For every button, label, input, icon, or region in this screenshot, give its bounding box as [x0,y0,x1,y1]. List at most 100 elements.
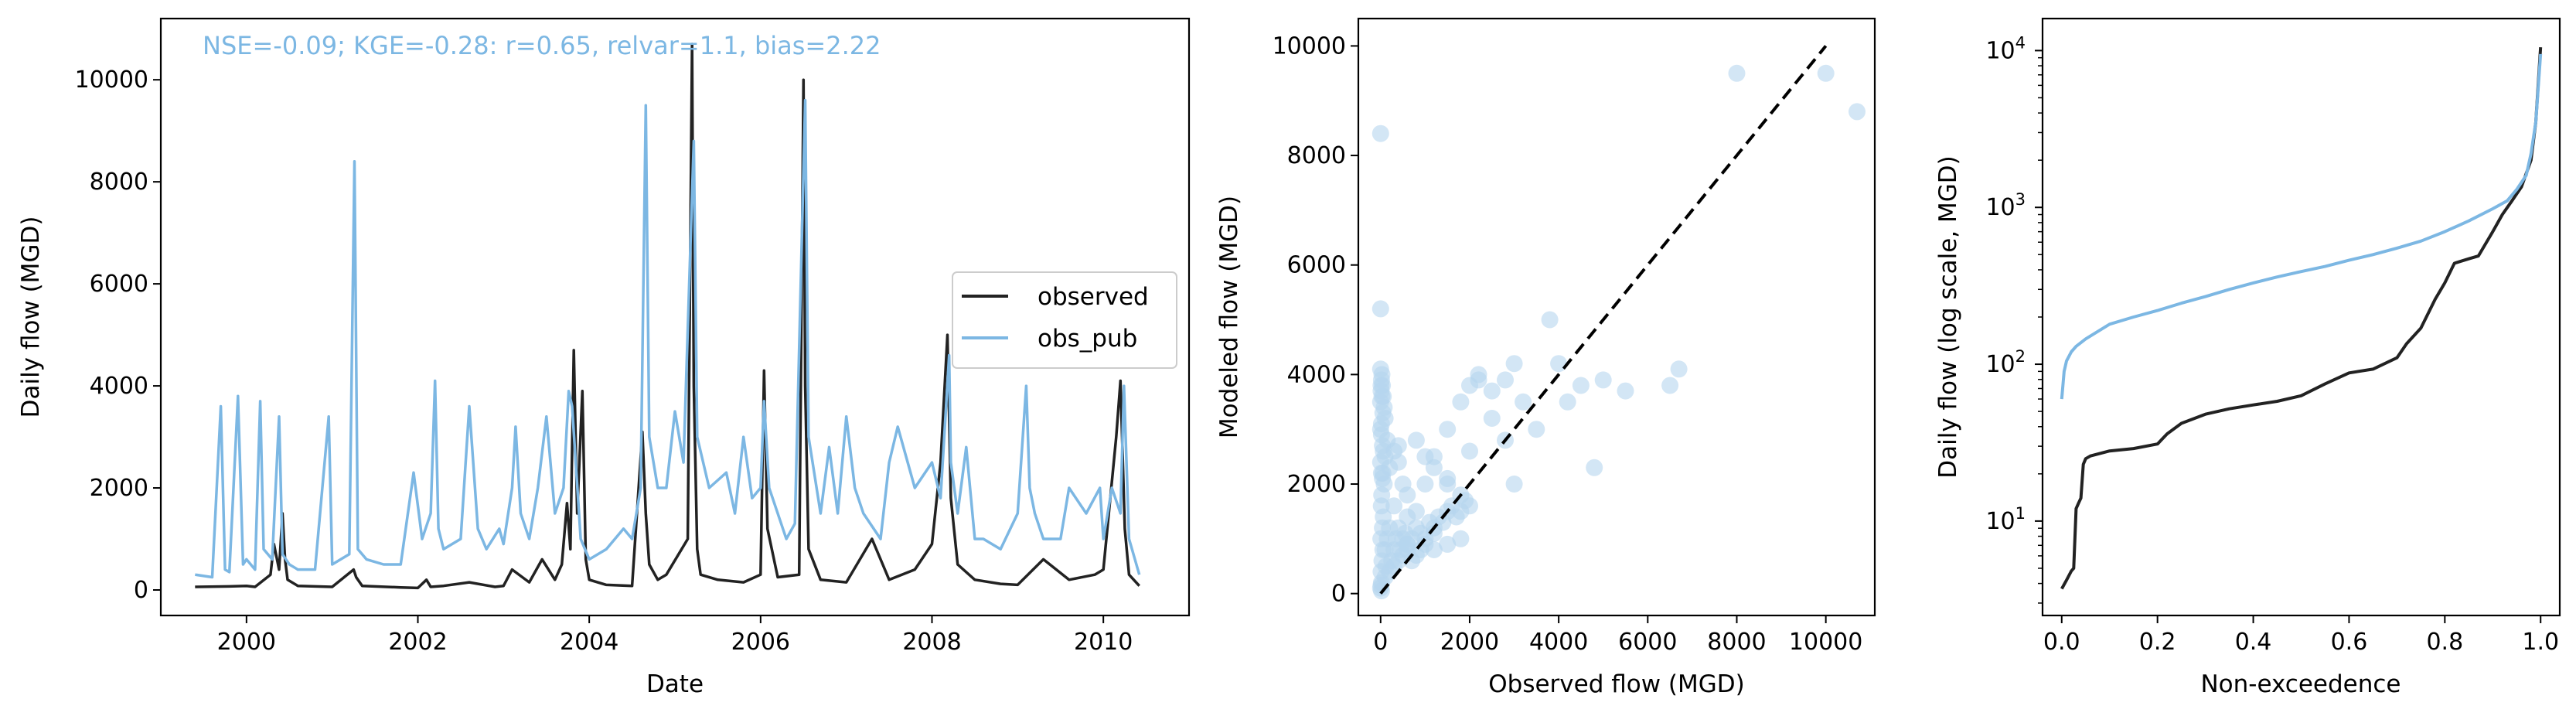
y-tick-label: 8000 [90,169,148,196]
scatter-point [1817,64,1835,82]
fdc-frame [2041,17,2561,617]
scatter-point [1849,103,1866,121]
scatter-point [1617,382,1634,400]
x-tick-label: 2008 [902,629,961,656]
scatter-point [1399,508,1416,526]
fdc-x-ticks: 0.0 0.2 0.4 0.6 0.8 1.0 [2043,615,2559,656]
timeseries-frame [159,17,1191,617]
scatter-point [1399,486,1416,504]
y-tick-label: 6000 [1287,252,1346,279]
timeseries-y-ticks: 0 2000 4000 6000 8000 10000 [75,66,161,604]
x-tick-label: 2000 [1440,629,1499,656]
one-to-one-line [1379,45,1828,595]
y-tick-label: 4000 [90,373,148,400]
y-tick-label: 10000 [1273,32,1346,60]
scatter-panel: 0 2000 4000 6000 8000 10000 0 2000 4000 6000 8000… [1215,17,1876,698]
timeseries-series [195,43,1141,590]
fdc-panel: 0.0 0.2 0.4 0.6 0.8 1.0 101 102 103 104 Non-exce… [1934,17,2561,698]
fdc-line-observed [2060,46,2543,590]
scatter-point [1439,535,1457,553]
x-tick-label: 2002 [388,629,447,656]
fdc-background [2043,19,2560,615]
scatter-point [1371,300,1389,318]
scatter-point [1483,382,1501,400]
scatter-point [1559,393,1576,411]
y-tick-label: 4000 [1287,361,1346,388]
timeseries-panel: 2000 2002 2004 2006 2008 2010 0 2000 4000 6000 80… [17,17,1191,698]
scatter-point [1425,524,1443,542]
scatter-point [1505,476,1523,493]
scatter-point [1452,530,1470,547]
scatter-point [1399,535,1416,553]
scatter-point [1425,541,1443,558]
scatter-point [1439,421,1457,438]
scatter-point [1452,393,1470,411]
scatter-point [1371,124,1389,142]
scatter-point [1439,476,1457,493]
x-tick-label: 2000 [217,629,276,656]
timeseries-x-axis-label: Date [646,670,704,698]
scatter-point [1550,355,1568,373]
scatter-point [1670,360,1688,378]
y-tick-label: 103 [1985,190,2026,221]
fdc-series [2060,46,2543,590]
timeseries-line-obs-pub [195,98,1141,579]
scatter-point [1541,311,1559,329]
timeseries-line-observed [195,43,1140,590]
timeseries-x-ticks: 2000 2002 2004 2006 2008 2010 [217,615,1133,656]
x-tick-label: 0.8 [2426,629,2463,656]
y-tick-label: 2000 [90,475,148,502]
scatter-point [1371,360,1389,378]
x-tick-label: 0.4 [2235,629,2272,656]
scatter-point [1385,497,1403,515]
scatter-point [1497,371,1514,389]
scatter-x-axis-label: Observed flow (MGD) [1488,670,1745,698]
scatter-y-axis-label: Modeled flow (MGD) [1215,196,1243,438]
x-tick-label: 6000 [1618,629,1677,656]
x-tick-label: 1.0 [2522,629,2559,656]
scatter-point [1389,453,1407,471]
scatter-point [1728,64,1746,82]
y-tick-label: 6000 [90,271,148,298]
y-tick-label: 104 [1985,33,2026,64]
scatter-point [1372,415,1390,433]
scatter-point [1505,355,1523,373]
x-tick-label: 2006 [731,629,790,656]
x-tick-label: 0.2 [2139,629,2176,656]
legend-label-obs-pub: obs_pub [1038,325,1137,353]
x-tick-label: 4000 [1529,629,1588,656]
y-tick-label: 102 [1985,347,2026,378]
timeseries-legend: observed obs_pub [952,271,1177,369]
x-tick-label: 2004 [560,629,618,656]
y-tick-label: 0 [134,577,148,604]
scatter-point [1407,431,1425,449]
y-tick-label: 10000 [75,66,148,94]
scatter-point [1661,377,1679,394]
scatter-x-ticks: 0 2000 4000 6000 8000 10000 [1373,615,1862,656]
scatter-point [1389,437,1407,455]
fdc-y-axis-label: Daily flow (log scale, MGD) [1934,155,1962,479]
x-tick-label: 0 [1373,629,1388,656]
x-tick-label: 0.6 [2331,629,2368,656]
scatter-points [1371,64,1866,600]
scatter-point [1483,410,1501,427]
scatter-frame [1357,17,1876,617]
y-tick-label: 2000 [1287,471,1346,498]
y-tick-label: 101 [1985,504,2026,535]
scatter-point [1373,387,1391,405]
scatter-point [1594,371,1612,389]
y-tick-label: 0 [1331,581,1346,608]
x-tick-label: 0.0 [2043,629,2080,656]
x-tick-label: 2010 [1074,629,1133,656]
scatter-point [1416,448,1434,465]
x-tick-label: 8000 [1707,629,1766,656]
fdc-y-ticks: 101 102 103 104 [1985,33,2043,604]
legend-label-observed: observed [1038,283,1149,311]
scatter-point [1586,459,1603,476]
fdc-x-axis-label: Non-exceedence [2200,670,2401,698]
scatter-point [1470,371,1487,389]
fdc-line-obs-pub [2060,53,2543,400]
scatter-point [1416,476,1434,493]
y-tick-label: 8000 [1287,142,1346,169]
